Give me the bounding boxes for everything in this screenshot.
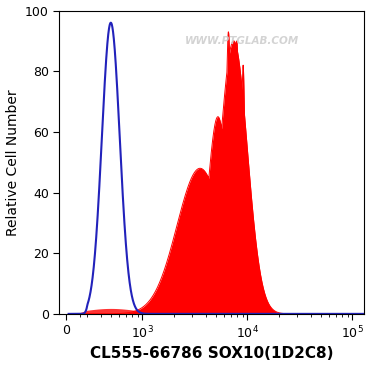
X-axis label: CL555-66786 SOX10(1D2C8): CL555-66786 SOX10(1D2C8) (90, 346, 334, 361)
Y-axis label: Relative Cell Number: Relative Cell Number (6, 89, 20, 236)
Text: WWW.PTGLAB.COM: WWW.PTGLAB.COM (185, 36, 299, 46)
